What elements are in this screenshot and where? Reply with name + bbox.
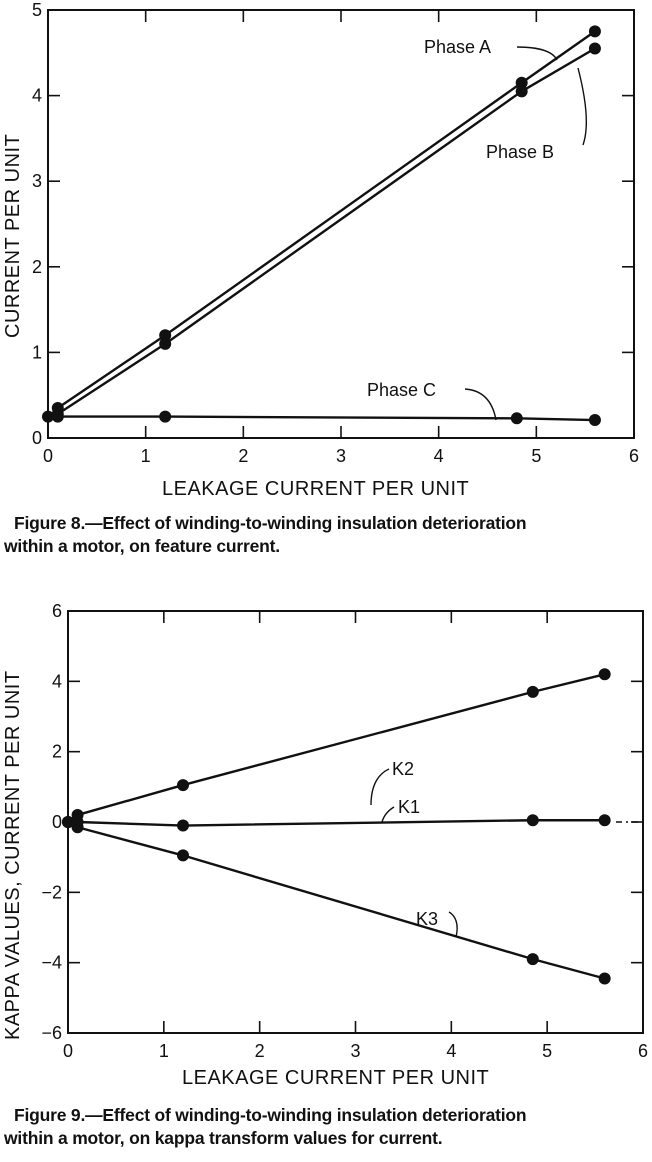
figure-8-plot: 0 1 2 3 4 5 6 0 1 2 3 4 5 Phase A Phase B Phase C [32,0,639,466]
data-point [526,953,539,966]
annotation-phase-b-leader-arrow [577,67,588,146]
y-tick-label: −2 [41,882,62,902]
data-point [510,412,523,425]
data-point [526,685,539,698]
annotation-k2: K2 [370,759,414,806]
data-point [159,329,172,342]
x-tick-label: 6 [629,446,639,466]
data-point [588,25,601,38]
data-point [588,414,601,427]
y-tick-label: 6 [52,601,62,621]
y-tick-label: 2 [52,742,62,762]
annotation-phase-b: Phase B [486,67,588,162]
data-point [598,668,611,681]
series-line [57,30,596,410]
data-point [588,42,601,55]
annotation-k1: K1 [381,797,420,823]
data-point [159,337,172,350]
data-point [177,819,189,832]
figure-8-caption: Figure 8.—Effect of winding-to-winding i… [4,512,652,558]
data-point [42,410,54,423]
annotation-phase-a-leader-arrow [516,46,558,61]
annotation-k1-label: K1 [398,797,420,817]
figure-8: 0 1 2 3 4 5 6 0 1 2 3 4 5 Phase A Phase B Phase C CURRE… [0,0,652,570]
series-k1 [62,814,611,832]
x-tick-label: 5 [531,446,541,466]
data-point [177,849,189,862]
figure-9: 0 1 2 3 4 5 6 −6 −4 −2 0 2 4 6 K2 K1 K3 KAPPA VALUES, CU… [0,570,652,1162]
data-point [177,779,189,792]
data-point [526,814,539,827]
series-line [67,673,605,823]
annotation-k1-leader-arrow [381,806,395,823]
y-tick-label: 5 [32,0,42,20]
annotation-phase-c-label: Phase C [367,380,436,400]
plot-frame [47,9,635,439]
annotation-phase-a: Phase A [424,37,558,61]
data-point [51,410,64,423]
annotation-phase-c: Phase C [367,380,497,421]
series-line [67,820,605,980]
annotation-k2-label: K2 [392,759,414,779]
data-point [71,821,84,834]
x-tick-label: 3 [336,446,346,466]
annotation-phase-c-leader-arrow [464,388,497,421]
x-tick-label: 4 [434,446,444,466]
y-tick-label: 1 [32,342,42,362]
x-tick-label: 5 [542,1041,552,1061]
figure-9-y-axis-label: KAPPA VALUES, CURRENT PER UNIT [2,670,24,1040]
data-point [159,410,172,423]
y-tick-label: −6 [41,1023,62,1043]
series-phase-a [51,25,601,415]
annotation-k3: K3 [416,909,458,938]
x-tick-label: 1 [141,446,151,466]
series-k3 [62,816,611,985]
data-point [598,972,611,985]
series-phase-b [51,42,601,421]
data-point [62,816,74,828]
figure-8-x-axis-label: LEAKAGE CURRENT PER UNIT [162,478,470,500]
annotation-k3-leader-arrow [448,911,458,938]
y-tick-label: 2 [32,257,42,277]
figure-9-caption: Figure 9.—Effect of winding-to-winding i… [4,1104,652,1150]
y-tick-label: 3 [32,171,42,191]
figure-8-caption-line-2: within a motor, on feature current. [4,536,280,556]
x-tick-label: 1 [159,1041,169,1061]
series-phase-c [42,410,601,427]
y-tick-label: 4 [32,86,42,106]
figure-9-caption-line-2: within a motor, on kappa transform value… [4,1128,443,1148]
x-tick-label: 2 [238,446,248,466]
annotation-phase-a-label: Phase A [424,37,491,57]
x-tick-label: 6 [638,1041,648,1061]
data-point [71,808,84,821]
figure-9-caption-line-1: Figure 9.—Effect of winding-to-winding i… [14,1105,527,1125]
figure-8-caption-line-1: Figure 8.—Effect of winding-to-winding i… [14,513,527,533]
series-line [68,819,605,827]
annotation-phase-b-label: Phase B [486,142,554,162]
y-tick-label: −4 [41,953,62,973]
annotation-k2-leader-arrow [370,768,390,806]
x-tick-label: 0 [43,446,53,466]
x-tick-label: 0 [63,1041,73,1061]
x-tick-label: 2 [255,1041,265,1061]
figure-9-plot: 0 1 2 3 4 5 6 −6 −4 −2 0 2 4 6 K2 K1 K3 [41,601,648,1061]
y-tick-label: 0 [52,812,62,832]
data-point [515,76,528,89]
y-tick-label: 4 [52,671,62,691]
data-point [515,85,528,98]
x-tick-label: 4 [446,1041,456,1061]
figure-8-y-axis-label: CURRENT PER UNIT [2,133,24,338]
annotation-k3-label: K3 [416,909,438,929]
series-line [57,47,596,416]
data-point [598,814,611,827]
x-tick-label: 3 [350,1041,360,1061]
series-k2 [62,668,611,828]
figure-9-x-axis-label: LEAKAGE CURRENT PER UNIT [182,1067,490,1089]
y-tick-label: 0 [32,428,42,448]
